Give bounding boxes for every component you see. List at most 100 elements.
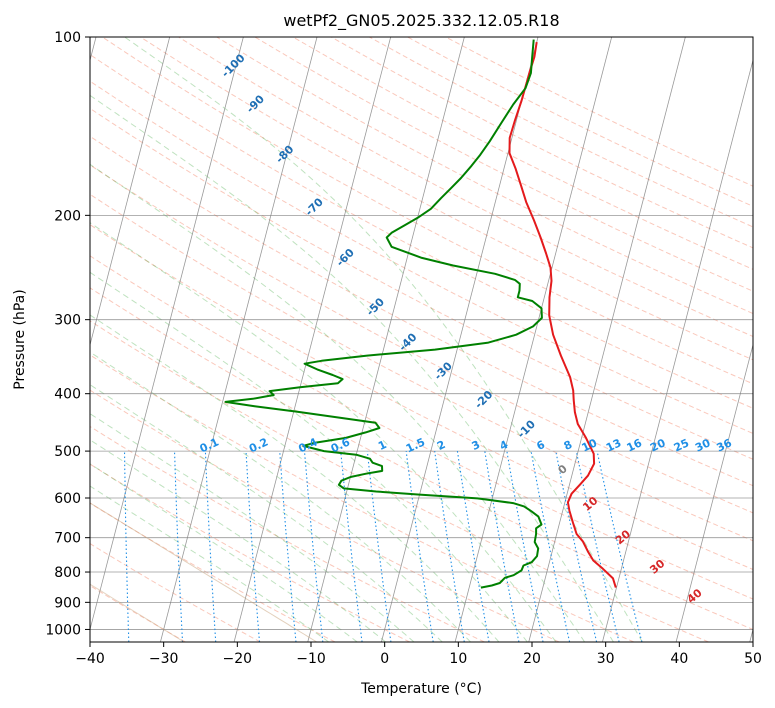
y-tick-label: 600 xyxy=(54,491,81,507)
dry-adiabat-line xyxy=(102,37,753,385)
mixing-ratio-label: 20 xyxy=(648,436,668,454)
dry-adiabat-line xyxy=(90,53,753,409)
isotherm-line xyxy=(675,343,753,642)
dry-adiabat-line xyxy=(90,585,186,642)
y-tick-label: 900 xyxy=(54,595,81,611)
moist-adiabat-label: -90 xyxy=(244,92,267,115)
moist-adiabat-label: -10 xyxy=(515,417,538,440)
mixing-ratio-line xyxy=(366,451,392,642)
isotherm-line xyxy=(307,37,465,642)
isotherm-line xyxy=(90,37,244,632)
mixing-ratio-label: 0.4 xyxy=(296,435,319,455)
y-tick-label: 300 xyxy=(54,313,81,329)
isotherm-line xyxy=(381,37,539,642)
moist-adiabat-line xyxy=(90,485,330,642)
mixing-ratio-label: 30 xyxy=(693,436,713,454)
isotherm-line xyxy=(160,37,318,642)
dry-adiabat-line xyxy=(90,224,753,571)
isotherm-line xyxy=(749,627,753,642)
isotherm-line xyxy=(454,37,613,642)
mixing-ratio-label: 0.2 xyxy=(247,435,270,455)
x-tick-label: −30 xyxy=(149,651,179,667)
moist-adiabat-line xyxy=(124,37,643,642)
mixing-ratio-line xyxy=(484,451,520,642)
mixing-ratio-label: 1.5 xyxy=(404,435,427,455)
moist-adiabat-line xyxy=(90,94,614,642)
mixing-ratio-label: 6 xyxy=(535,438,548,453)
mixing-ratio-line xyxy=(530,451,571,642)
mixing-ratio-line xyxy=(123,451,130,642)
mixing-ratio-label: 16 xyxy=(625,436,645,454)
moist-adiabat-label: -30 xyxy=(432,359,455,382)
mixing-ratio-label: 36 xyxy=(714,436,734,454)
dewpoint-line xyxy=(224,39,543,589)
x-tick-label: 40 xyxy=(670,651,688,667)
sounding-profiles xyxy=(224,39,617,589)
moist-adiabat-line xyxy=(90,413,415,642)
y-tick-label: 700 xyxy=(54,531,81,547)
mixing-ratio-line xyxy=(575,450,620,642)
mixing-ratio-label: 10 xyxy=(580,436,600,454)
x-axis-label: Temperature (°C) xyxy=(360,681,482,697)
zero-isotherm-label: 0 xyxy=(556,462,570,477)
isotherm-line xyxy=(602,58,753,642)
y-tick-label: 800 xyxy=(54,565,81,581)
mixing-ratio-label: 13 xyxy=(604,436,623,454)
dry-adiabat-line xyxy=(178,37,753,338)
dry-adiabat-line xyxy=(292,37,753,270)
y-axis-label: Pressure (hPa) xyxy=(12,289,28,389)
moist-adiabat-label: -20 xyxy=(472,388,495,411)
dry-adiabat-line xyxy=(90,463,410,642)
line-labels: 0.1 0.2 0.4 0.6 1 1.5 2 3 4 6 8 10 13 16 20 25 30 3610203… xyxy=(198,51,735,606)
y-tick-label: 1000 xyxy=(45,622,81,638)
temperature-line xyxy=(508,41,617,588)
isotherm-line xyxy=(528,37,686,642)
dry-adiabat-line xyxy=(330,37,753,249)
moist-adiabat-line xyxy=(90,463,358,642)
dry-adiabat-line xyxy=(369,37,753,228)
dry-adiabat-line xyxy=(90,502,336,642)
y-tick-label: 200 xyxy=(54,208,81,224)
background-lines xyxy=(90,37,753,642)
x-tick-label: −40 xyxy=(75,651,105,667)
dry-adiabat-line xyxy=(90,255,753,600)
x-tick-label: 30 xyxy=(597,651,615,667)
x-tick-label: −10 xyxy=(296,651,326,667)
mixing-ratio-line xyxy=(506,451,544,642)
dry-adiabat-line xyxy=(90,193,753,542)
moist-adiabat-line xyxy=(90,222,557,642)
x-tick-label: 0 xyxy=(380,651,389,667)
dry-adiabat-line xyxy=(140,37,753,361)
dry-adiabat-label: 20 xyxy=(613,527,633,547)
x-tick-label: −20 xyxy=(223,651,253,667)
mixing-ratio-label: 0.6 xyxy=(329,435,352,455)
mixing-ratio-line xyxy=(204,451,217,642)
moist-adiabat-label: -50 xyxy=(364,295,387,318)
y-axis-ticks: 1000 900 800 700 600 500 400 300 200 100 xyxy=(45,30,90,638)
dry-adiabat-label: 10 xyxy=(580,494,600,514)
x-tick-label: 10 xyxy=(449,651,467,667)
dry-adiabat-line xyxy=(90,80,753,435)
mixing-ratio-line xyxy=(245,451,261,642)
dry-adiabat-line xyxy=(90,543,261,642)
mixing-ratio-label: 0.1 xyxy=(198,435,221,455)
dry-adiabat-line xyxy=(90,287,753,630)
plot-frame xyxy=(89,36,754,643)
x-tick-label: 20 xyxy=(523,651,541,667)
mixing-ratio-line xyxy=(405,451,434,642)
dry-adiabat-line xyxy=(90,135,753,487)
dry-adiabat-line xyxy=(90,107,753,460)
moist-adiabat-label: -60 xyxy=(334,246,357,269)
moist-adiabat-line xyxy=(90,384,443,642)
x-tick-label: 50 xyxy=(744,651,762,667)
moist-adiabat-line xyxy=(90,351,471,642)
dry-adiabat-line xyxy=(90,164,753,514)
reference-curve xyxy=(90,502,317,642)
y-tick-label: 100 xyxy=(54,30,81,46)
y-tick-label: 400 xyxy=(54,387,81,403)
mixing-ratio-line xyxy=(279,451,297,642)
mixing-ratio-line xyxy=(303,451,324,642)
dry-adiabat-line xyxy=(90,425,485,642)
moist-adiabat-line xyxy=(90,163,586,642)
